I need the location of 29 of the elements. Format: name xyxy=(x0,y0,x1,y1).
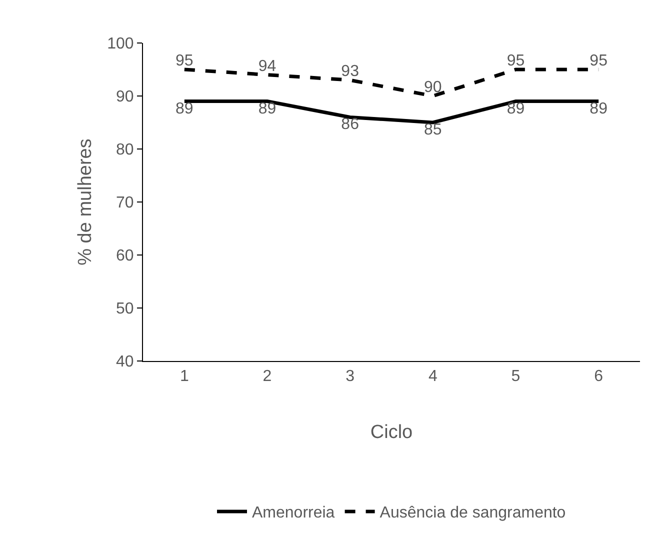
data-label: 89 xyxy=(258,100,276,118)
data-label: 95 xyxy=(176,52,194,70)
y-tick-label: 80 xyxy=(116,142,134,159)
data-label: 89 xyxy=(176,100,194,118)
y-tick-label: 70 xyxy=(116,194,134,212)
data-label: 89 xyxy=(506,100,525,118)
legend-label: Amenorreia xyxy=(252,504,335,522)
data-label: 90 xyxy=(424,79,442,96)
y-tick-label: 60 xyxy=(116,248,134,265)
data-label: 93 xyxy=(341,63,360,80)
x-tick-label: 1 xyxy=(180,368,189,386)
x-tick-label: 3 xyxy=(346,368,355,386)
x-axis-title: Ciclo xyxy=(370,422,413,443)
x-tick-label: 2 xyxy=(262,368,272,386)
y-tick-label: 90 xyxy=(116,88,134,106)
x-tick-label: 5 xyxy=(511,368,520,386)
data-label: 89 xyxy=(590,100,608,118)
legend-label: Ausência de sangramento xyxy=(380,504,566,522)
y-axis-title: % de mulheres xyxy=(74,138,96,266)
data-label: 95 xyxy=(506,52,525,70)
data-label: 95 xyxy=(590,52,608,70)
data-label: 94 xyxy=(258,58,276,75)
x-tick-label: 4 xyxy=(428,368,438,386)
y-tick-label: 40 xyxy=(116,354,134,371)
y-tick-label: 100 xyxy=(107,36,134,53)
y-tick-label: 50 xyxy=(116,300,134,318)
data-label: 86 xyxy=(341,116,360,134)
x-tick-label: 6 xyxy=(594,368,604,386)
data-label: 85 xyxy=(424,122,442,138)
